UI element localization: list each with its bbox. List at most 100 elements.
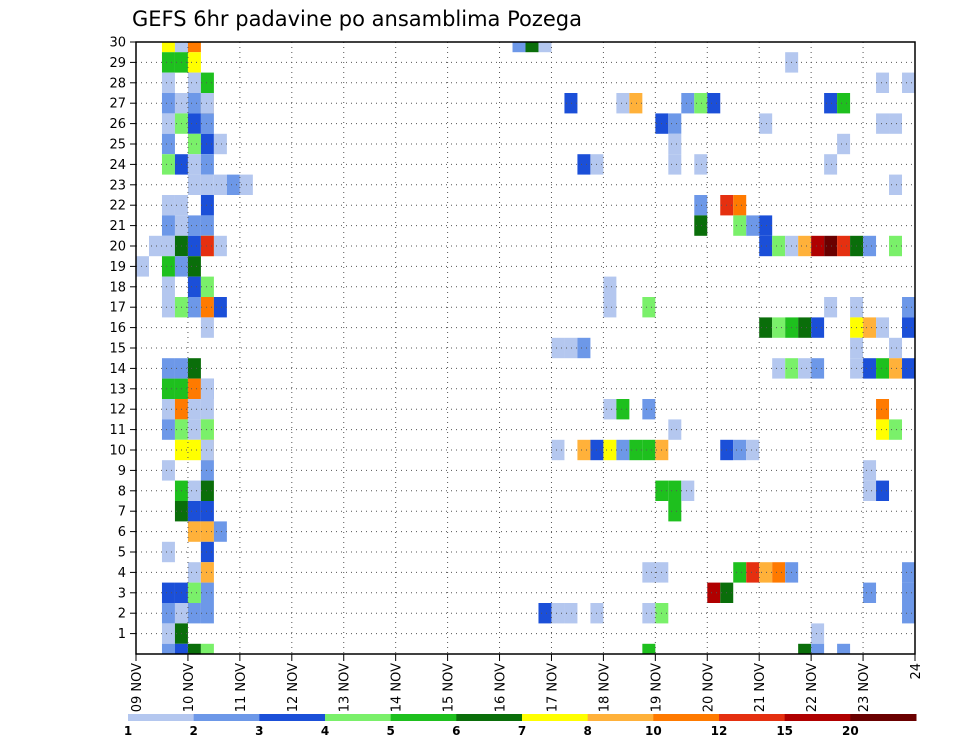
heatmap-cell <box>642 399 656 420</box>
heatmap-cell <box>616 399 630 420</box>
heatmap-cell <box>161 52 175 73</box>
heatmap-cell <box>161 133 175 155</box>
heatmap-cell <box>551 337 565 359</box>
colorbar-label: 12 <box>711 724 728 738</box>
heatmap-cell <box>200 174 214 195</box>
y-tick-label: 21 <box>109 219 126 234</box>
dotted-grid <box>136 41 915 654</box>
colorbar-swatch <box>390 714 457 721</box>
heatmap-cell <box>161 297 175 318</box>
x-tick-label: 19 NOV <box>649 663 664 712</box>
heatmap-cell <box>772 317 786 338</box>
heatmap-cell <box>876 113 890 134</box>
heatmap-cell <box>174 643 188 654</box>
chart-title: GEFS 6hr padavine po ansamblima Pozega <box>132 7 582 31</box>
x-tick-label: 10 NOV <box>182 663 197 712</box>
heatmap-cell <box>616 439 630 461</box>
heatmap-cell <box>200 72 214 93</box>
heatmap-cell <box>642 562 656 583</box>
colorbar-label: 8 <box>583 724 591 738</box>
colorbar-label: 2 <box>189 724 197 738</box>
heatmap-cell <box>772 235 786 257</box>
heatmap-cell <box>876 358 890 379</box>
y-tick-label: 19 <box>109 260 126 275</box>
heatmap-cell <box>772 562 786 583</box>
heatmap-cell <box>187 297 201 318</box>
heatmap-cell <box>187 480 201 501</box>
heatmap-cell <box>733 562 747 583</box>
heatmap-cell <box>187 603 201 624</box>
heatmap-cell <box>200 317 214 338</box>
heatmap-cell <box>564 603 578 624</box>
heatmap-cell <box>603 276 617 297</box>
heatmap-cell <box>200 195 214 216</box>
heatmap-cell <box>226 174 240 195</box>
y-tick-label: 20 <box>109 240 126 255</box>
heatmap-cell <box>161 643 175 654</box>
heatmap-cell <box>200 460 214 481</box>
y-tick-label: 26 <box>109 117 126 132</box>
y-tick-label: 10 <box>109 444 126 459</box>
heatmap-cell <box>187 72 201 93</box>
colorbar-swatch <box>653 714 720 721</box>
y-tick-label: 3 <box>118 586 126 601</box>
heatmap-cell <box>811 317 825 338</box>
heatmap-cell <box>837 235 851 257</box>
heatmap-cell <box>187 562 201 583</box>
heatmap-cell <box>200 521 214 542</box>
heatmap-cell <box>525 42 539 53</box>
colorbar-swatch <box>128 714 195 721</box>
heatmap-cell <box>798 317 812 338</box>
heatmap-cell <box>200 235 214 257</box>
heatmap-cell <box>603 439 617 461</box>
heatmap-cell <box>187 174 201 195</box>
heatmap-cell <box>161 399 175 420</box>
heatmap-cell <box>759 215 773 236</box>
heatmap-cell <box>642 603 656 624</box>
heatmap-cell <box>681 93 695 114</box>
heatmap-cell <box>187 215 201 236</box>
y-tick-label: 12 <box>109 403 126 418</box>
heatmap-cell <box>161 235 175 257</box>
heatmap-cell <box>161 215 175 236</box>
heatmap-cell <box>161 113 175 134</box>
heatmap-cell <box>876 480 890 501</box>
x-tick-label: 24 <box>909 663 924 680</box>
heatmap-cell <box>148 235 162 257</box>
heatmap-cell <box>668 154 682 175</box>
colorbar-swatch <box>522 714 589 721</box>
heatmap-cell <box>200 399 214 420</box>
heatmap-cell <box>876 419 890 440</box>
heatmap-cell <box>213 297 227 318</box>
colorbar-label: 5 <box>386 724 394 738</box>
heatmap-cell <box>889 337 903 359</box>
heatmap-cell <box>811 358 825 379</box>
heatmap-cell <box>616 93 630 114</box>
heatmap-cell <box>902 72 915 93</box>
heatmap-cell <box>187 42 201 53</box>
heatmap-cell <box>187 521 201 542</box>
heatmap-cell <box>213 174 227 195</box>
y-tick-label: 16 <box>109 321 126 336</box>
y-tick-label: 27 <box>109 97 126 112</box>
heatmap-cell <box>551 603 565 624</box>
colorbar-swatch <box>784 714 851 721</box>
heatmap-cell <box>603 399 617 420</box>
colorbar-legend: 1 2 3 4 5 6 7 8 10 12 15 20 <box>124 714 917 738</box>
heatmap-cell <box>187 399 201 420</box>
heatmap-cell <box>811 235 825 257</box>
plot-frame <box>135 41 916 655</box>
heatmap-cell <box>733 195 747 216</box>
heatmap-cell <box>603 297 617 318</box>
heatmap-cell <box>837 643 851 654</box>
x-tick-label: 18 NOV <box>597 663 612 712</box>
y-tick-label: 11 <box>109 423 126 438</box>
heatmap-cell <box>187 154 201 175</box>
heatmap-cell <box>161 460 175 481</box>
heatmap-cell <box>863 582 877 603</box>
heatmap-cell <box>200 133 214 155</box>
colorbar-label: 20 <box>842 724 859 738</box>
y-tick-label: 9 <box>118 464 126 479</box>
heatmap-cell <box>902 297 915 318</box>
